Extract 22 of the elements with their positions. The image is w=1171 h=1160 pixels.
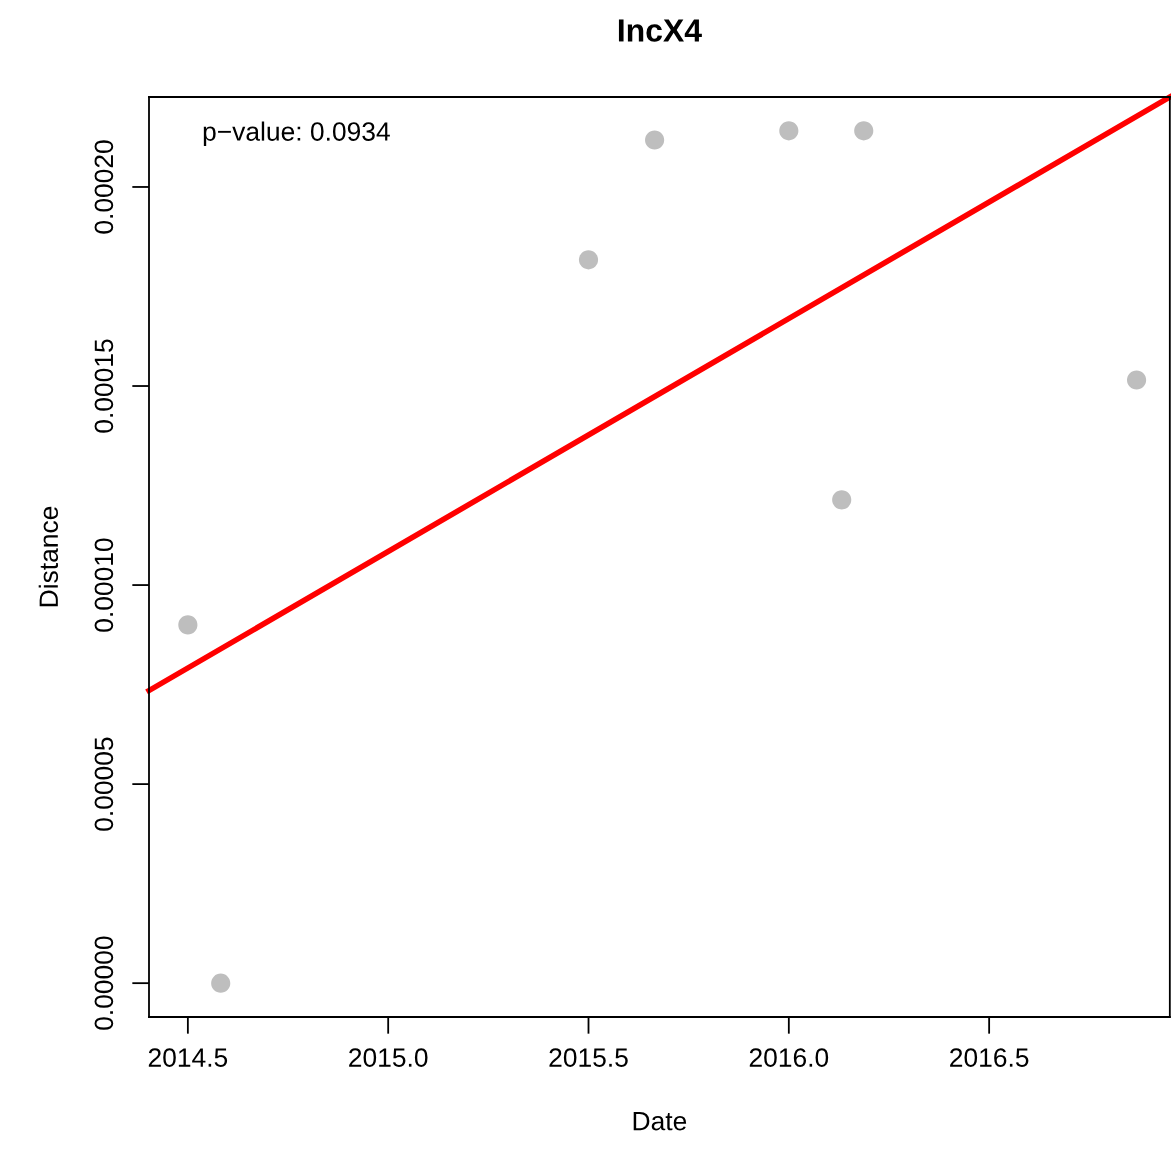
annotation: p−value: 0.0934 [203,121,390,147]
x-axis-title: Date [633,1112,687,1131]
point [832,490,852,510]
x-tick-label: 2016.0 [749,1048,829,1067]
y-tick-label: 0.00010 [94,538,114,632]
x-tick-label: 2014.5 [148,1048,228,1067]
y-tick-label: 0.00015 [94,339,114,433]
chart-title: IncX4 [618,19,702,42]
x-tick-label: 2015.5 [549,1048,628,1067]
point [779,121,799,141]
y-tick-label: 0.00005 [94,737,114,831]
point [1127,370,1147,390]
point [854,121,874,141]
y-tick-label: 0.00020 [94,140,114,234]
point [211,973,231,993]
x-tick-label: 2016.5 [950,1048,1029,1067]
y-axis-title: Distance [38,506,59,607]
y-tick-label: 0.00000 [94,936,114,1030]
point [645,130,665,150]
point [578,250,599,270]
x-tick-label: 2015.0 [349,1048,428,1067]
point [178,615,198,635]
